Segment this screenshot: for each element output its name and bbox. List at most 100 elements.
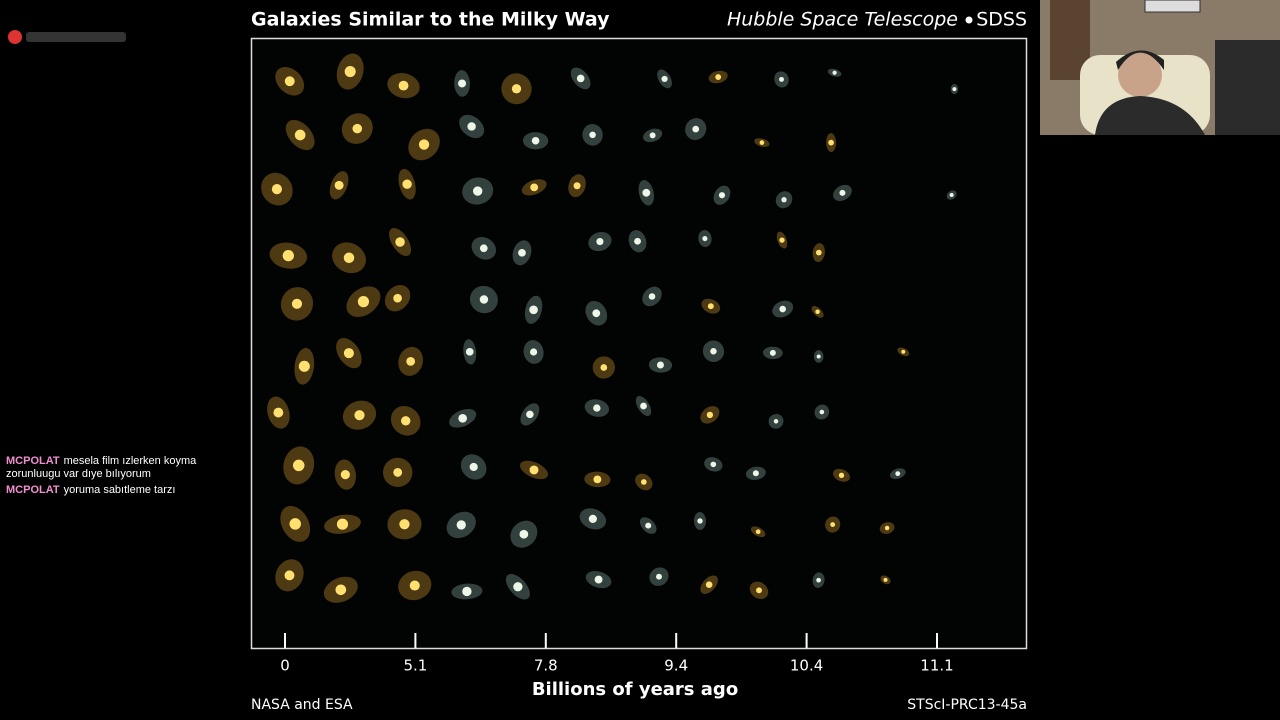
x-tick-label: 9.4: [664, 657, 688, 675]
hair: [1116, 50, 1164, 70]
galaxy-core: [884, 525, 890, 531]
x-axis: 0 5.1 7.8 9.4 10.4 11.1: [280, 633, 954, 675]
galaxy-core: [752, 470, 759, 477]
galaxy-core: [271, 184, 282, 195]
galaxy-core: [456, 520, 466, 530]
galaxy-core: [815, 249, 822, 256]
galaxy-core: [529, 305, 538, 315]
galaxy-core: [343, 348, 354, 359]
chat-text: mesela film ızlerken koyma zorunluugu va…: [6, 455, 197, 480]
galaxy-core: [519, 529, 529, 539]
galaxy-core: [465, 348, 474, 356]
galaxy-core: [952, 87, 957, 92]
galaxy-core: [769, 349, 776, 356]
galaxy-core: [640, 479, 647, 485]
galaxy-core: [759, 140, 765, 145]
galaxy-core: [291, 298, 303, 309]
galaxy-core: [816, 354, 821, 359]
galaxy-core: [697, 518, 703, 524]
galaxy-core: [592, 309, 601, 318]
galaxy-core: [526, 410, 534, 419]
galaxy-core: [815, 309, 820, 315]
chat-user: MCPOLAT: [6, 455, 60, 467]
galaxy-core: [949, 193, 954, 198]
chat-text: yoruma sabıtleme tarzı: [63, 484, 176, 496]
galaxy-core: [284, 76, 295, 87]
galaxy-core: [828, 139, 834, 146]
galaxy-core: [649, 132, 656, 139]
telescope: Hubble Space Telescope: [727, 9, 958, 31]
galaxy-core: [710, 348, 717, 355]
galaxy-core: [755, 529, 761, 535]
x-tick-label: 7.8: [534, 657, 558, 675]
galaxy-core: [895, 471, 901, 477]
galaxy-core: [458, 413, 467, 423]
galaxy-core: [576, 74, 585, 83]
credit: NASA and ESA: [251, 697, 353, 713]
galaxy-core: [335, 584, 347, 596]
webcam: [1040, 0, 1280, 135]
galaxy-core: [409, 580, 420, 591]
galaxy-core: [530, 183, 539, 192]
galaxy-core: [393, 293, 402, 303]
galaxy-core: [656, 573, 662, 580]
galaxy-core: [661, 75, 668, 83]
galaxy-core: [294, 129, 306, 141]
galaxy-core: [273, 407, 284, 418]
galaxy-core: [530, 348, 538, 356]
galaxy-core: [573, 182, 581, 190]
galaxy-core: [352, 123, 363, 134]
galaxy-core: [594, 575, 603, 584]
galaxy-core: [706, 411, 714, 419]
image-frame: [250, 37, 1028, 650]
galaxy-core: [593, 404, 601, 412]
galaxy-core: [715, 74, 722, 80]
galaxy-core: [642, 188, 651, 197]
galaxy-core: [883, 577, 888, 582]
galaxy-core: [298, 360, 310, 372]
galaxy-core: [816, 577, 821, 583]
galaxy-core: [718, 192, 726, 199]
galaxy-core: [402, 179, 412, 189]
person-head: [1118, 53, 1162, 97]
galaxy-core: [284, 570, 295, 581]
galaxy-core: [406, 356, 416, 366]
galaxy-core: [819, 409, 825, 415]
galaxy-core: [334, 180, 344, 190]
chat: MCPOLAT mesela film ızlerken koyma zorunl…: [6, 455, 221, 500]
galaxy-core: [656, 361, 664, 369]
galaxy-core: [401, 416, 411, 426]
galaxy-core: [779, 305, 786, 313]
galaxy-core: [398, 80, 409, 91]
chair: [1215, 40, 1280, 135]
galaxy-core: [357, 296, 370, 308]
x-tick-label: 11.1: [920, 657, 953, 675]
person-body: [1095, 96, 1205, 135]
galaxy-core: [838, 472, 845, 478]
galaxy-core: [589, 131, 596, 139]
galaxy-core: [773, 419, 779, 424]
chat-message: MCPOLAT yoruma sabıtleme tarzı: [6, 484, 221, 497]
figure-title: Galaxies Similar to the Milky Way: [251, 9, 610, 31]
galaxy-core: [588, 514, 597, 523]
galaxy-core: [707, 303, 714, 310]
survey: SDSS: [976, 9, 1027, 31]
x-tick-label: 5.1: [403, 657, 427, 675]
galaxy-field: [261, 53, 959, 603]
galaxy-core: [399, 519, 410, 530]
release-id: STScI-PRC13-45a: [907, 697, 1027, 713]
galaxy-core: [756, 587, 762, 594]
galaxy-core: [634, 237, 641, 245]
galaxy-core: [702, 235, 708, 242]
galaxy-core: [692, 125, 700, 133]
galaxy-core: [596, 238, 604, 246]
galaxy-core: [336, 518, 349, 530]
chat-message: MCPOLAT mesela film ızlerken koyma zorunl…: [6, 455, 221, 481]
galaxy-core: [513, 582, 523, 592]
galaxy-core: [600, 364, 608, 371]
galaxy-core: [710, 461, 717, 468]
galaxy-core: [458, 79, 467, 88]
chat-user: MCPOLAT: [6, 484, 60, 496]
galaxy-core: [839, 189, 846, 196]
